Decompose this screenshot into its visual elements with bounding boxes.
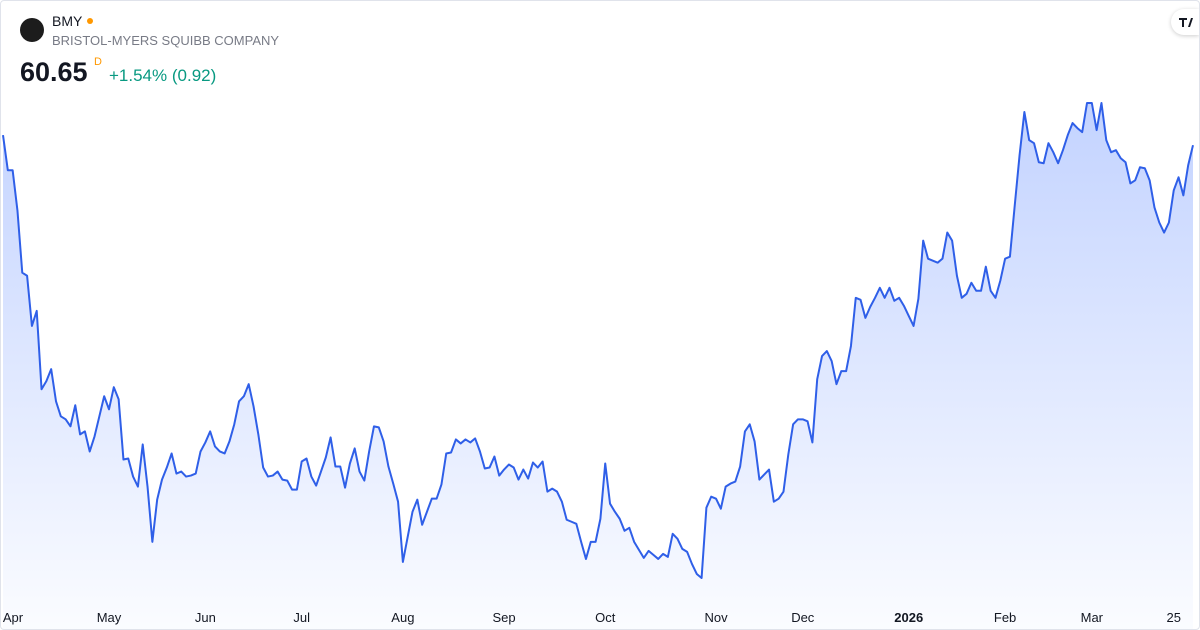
price-change: +1.54% (0.92) [109,66,217,85]
x-tick-label: Nov [704,610,728,625]
x-tick-label: 2026 [894,610,923,625]
company-logo [20,18,44,42]
interval: D [94,56,102,68]
market-status-dot [87,18,93,24]
tv-icon [1179,18,1193,27]
x-tick-label: Apr [3,610,24,625]
x-tick-label: Mar [1081,610,1104,625]
x-tick-label: Aug [391,610,414,625]
tradingview-logo[interactable] [1171,9,1199,35]
symbol[interactable]: BMY [52,13,83,29]
price-line [2,102,1194,579]
x-tick-label: Oct [595,610,616,625]
company-name: BRISTOL-MYERS SQUIBB COMPANY [52,33,280,48]
x-tick-label: May [97,610,122,625]
x-tick-label: Feb [994,610,1016,625]
price: 60.65 [20,57,88,87]
x-tick-label: Dec [791,610,815,625]
area-fill [3,103,1193,629]
x-tick-label: Sep [492,610,515,625]
x-tick-label: Jun [195,610,216,625]
x-tick-label: Jul [293,610,310,625]
x-tick-label: 25 [1166,610,1180,625]
